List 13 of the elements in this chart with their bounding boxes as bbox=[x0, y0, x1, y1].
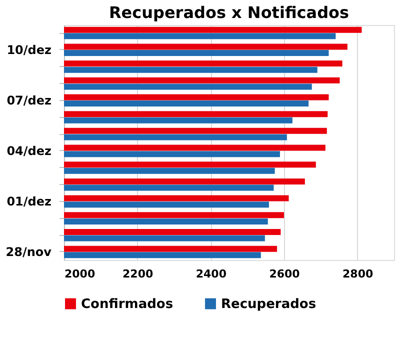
legend-label: Confirmados bbox=[81, 296, 174, 312]
x-tick-label: 2200 bbox=[122, 268, 154, 280]
x-tick-label: 2600 bbox=[269, 268, 300, 280]
y-tick-label: 04/dez bbox=[6, 144, 52, 158]
x-tick-label: 2000 bbox=[64, 268, 96, 280]
x-tick-label: 2400 bbox=[196, 268, 227, 280]
y-tick-label: 10/dez bbox=[6, 42, 52, 57]
y-tick-label: 01/dez bbox=[6, 194, 52, 208]
y-tick-label: 28/nov bbox=[6, 245, 52, 259]
legend-label: Recuperados bbox=[221, 296, 316, 312]
chart-title: Recuperados x Notificados bbox=[108, 3, 350, 22]
y-tick-label: 07/dez bbox=[6, 93, 52, 108]
x-tick-label: 2800 bbox=[342, 268, 374, 280]
